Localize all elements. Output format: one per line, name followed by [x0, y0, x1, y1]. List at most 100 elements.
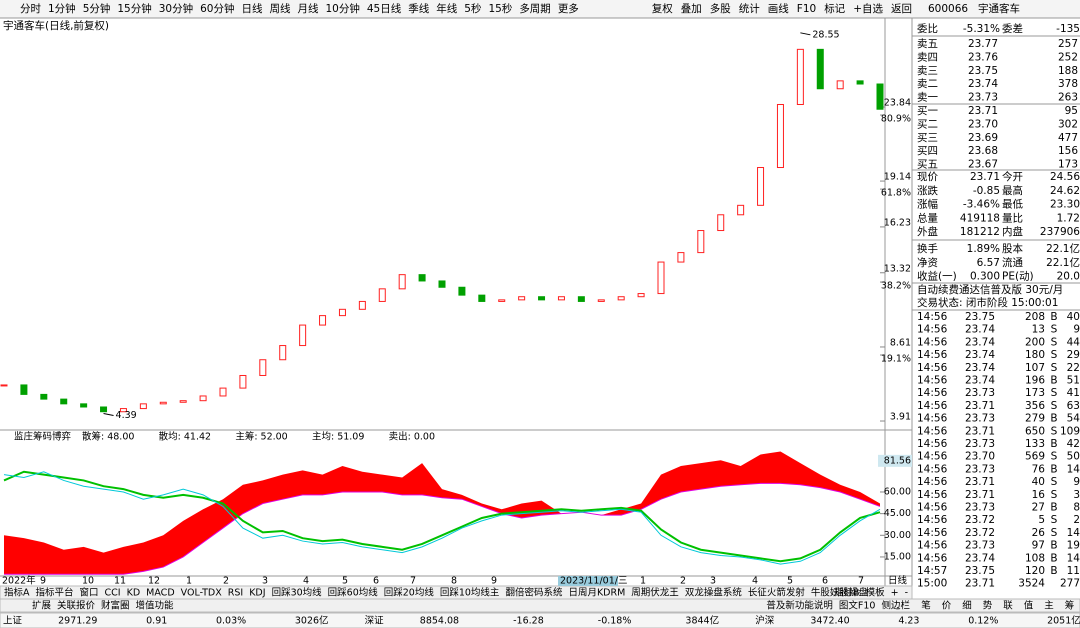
indicator-tab[interactable]: 日周月KDRM	[568, 588, 625, 599]
toolbar-button[interactable]: +自选	[853, 2, 883, 15]
x-tick-label: 4	[303, 576, 309, 587]
indicator-tab[interactable]: 牛股妖股操盘	[811, 587, 869, 599]
trade-count: 50	[1067, 451, 1080, 463]
candle	[119, 408, 127, 413]
trade-price: 23.73	[965, 463, 995, 475]
status-item: 0.91	[146, 616, 167, 627]
candle	[279, 345, 287, 361]
toolbar-button[interactable]: F10	[797, 3, 816, 15]
panel-tab[interactable]: 细	[962, 600, 972, 612]
indicator-tab[interactable]: MACD	[146, 588, 174, 599]
toolbar-button[interactable]: 月线	[298, 2, 319, 15]
toolbar-button[interactable]: 多周期	[519, 2, 551, 15]
indicator-tab[interactable]: 回踩20均线	[384, 587, 435, 599]
panel-tab[interactable]: 联	[1003, 601, 1013, 612]
panel-tab[interactable]: 价	[942, 601, 952, 612]
book-volume: 378	[1058, 78, 1078, 90]
toolbar-button[interactable]: 标记	[824, 3, 845, 15]
trade-count: 9	[1073, 476, 1080, 488]
legend-item[interactable]: 卖出: 0.00	[389, 431, 435, 443]
panel-tab[interactable]: 主	[1044, 600, 1054, 612]
indicator-tab[interactable]: -	[905, 588, 908, 599]
toolbar-button[interactable]: 返回	[891, 3, 912, 15]
legend-item[interactable]: 散筹: 48.00	[82, 431, 134, 443]
quote-label: 现价	[917, 171, 938, 183]
indicator-tab[interactable]: VOL-TDX	[181, 588, 223, 599]
extra-tab[interactable]: 财富圈	[101, 600, 130, 612]
indicator-tab[interactable]: 长征火箭发射	[748, 587, 806, 599]
toolbar-button[interactable]: 15分钟	[117, 2, 151, 15]
legend-item[interactable]: 散均: 41.42	[159, 431, 211, 443]
indicator-tab[interactable]: 翻倍密码系统	[505, 587, 563, 599]
panel-tab[interactable]: 值	[1024, 600, 1034, 612]
toolbar-button[interactable]: 日线	[242, 2, 263, 15]
x-tick-label: 11	[114, 576, 126, 587]
toolbar-button[interactable]: 60分钟	[200, 2, 234, 15]
extra-tab[interactable]: 图文F10	[839, 600, 876, 612]
book-label: 卖三	[917, 65, 938, 77]
indicator-tab[interactable]: 周期伏龙王	[631, 587, 679, 599]
indicator-tab[interactable]: CCI	[105, 588, 121, 599]
indicator-tab[interactable]: KD	[127, 588, 141, 599]
x-tick-label: 2023/11/01/三	[560, 576, 627, 587]
indicator-tab[interactable]: 模板	[866, 587, 886, 599]
toolbar-button[interactable]: 更多	[558, 2, 579, 15]
toolbar-button[interactable]: 45日线	[367, 2, 402, 15]
book-price: 23.73	[968, 92, 998, 104]
toolbar-button[interactable]: 10分钟	[326, 2, 360, 15]
indicator-tab[interactable]: KDJ	[249, 588, 265, 599]
candle	[80, 403, 88, 408]
toolbar-button[interactable]: 1分钟	[48, 2, 76, 15]
trade-volume: 40	[1032, 476, 1045, 488]
y-tick-label: 13.32	[884, 263, 911, 274]
toolbar-button[interactable]: 30分钟	[159, 2, 193, 15]
toolbar-button[interactable]: 统计	[739, 2, 760, 15]
toolbar-button[interactable]: 复权	[652, 2, 673, 15]
indicator-tab[interactable]: 指标平台	[36, 587, 74, 599]
panel-tab[interactable]: 笔	[921, 600, 931, 612]
toolbar-button[interactable]: 画线	[768, 2, 789, 15]
extra-tab[interactable]: 增值功能	[136, 600, 175, 612]
indicator-tab[interactable]: 双龙操盘系统	[685, 587, 743, 599]
indicator-tab[interactable]: 指标A	[4, 587, 30, 599]
toolbar-button[interactable]: 多股	[710, 2, 731, 15]
indicator-tab[interactable]: 指标B	[834, 587, 860, 599]
toolbar-button[interactable]: 15秒	[488, 2, 512, 15]
candle	[518, 296, 526, 301]
quote-value: -135	[1056, 23, 1080, 35]
candle	[796, 48, 804, 105]
toolbar-button[interactable]: 季线	[408, 2, 429, 15]
candle	[418, 274, 426, 282]
toolbar-button[interactable]: 5秒	[464, 2, 482, 15]
toolbar-button[interactable]: 5分钟	[83, 2, 111, 15]
trade-side: S	[1051, 387, 1058, 399]
toolbar-button[interactable]: 分时	[20, 3, 41, 15]
extra-tab[interactable]: 普及新功能说明	[766, 600, 833, 612]
legend-item[interactable]: 主均: 51.09	[312, 431, 364, 443]
trade-time: 14:56	[917, 311, 948, 323]
trade-volume: 133	[1025, 438, 1045, 450]
book-volume: 156	[1058, 145, 1078, 157]
candle	[856, 80, 864, 85]
trade-time: 14:56	[917, 463, 948, 475]
trade-time: 14:56	[917, 438, 948, 450]
indicator-tab[interactable]: 回踩30均线	[272, 587, 323, 599]
toolbar-button[interactable]: 叠加	[681, 3, 702, 15]
extra-tab[interactable]: 侧边栏	[881, 600, 910, 612]
toolbar-button[interactable]: 年线	[436, 2, 457, 15]
indicator-tab[interactable]: 回踩60均线	[328, 587, 379, 599]
indicator-tab[interactable]: 回踩10均线主	[440, 587, 500, 599]
extra-tab[interactable]: 扩展	[32, 600, 52, 612]
indicator-tab[interactable]: +	[891, 588, 899, 599]
panel-tab[interactable]: 势	[983, 600, 993, 612]
indicator-tab[interactable]: RSI	[228, 588, 243, 599]
ad-text[interactable]: 自动续费通达信普及版 30元/月	[917, 283, 1063, 296]
toolbar-button[interactable]: 周线	[270, 2, 291, 15]
indicator-tab[interactable]: 窗口	[80, 587, 99, 599]
candle	[557, 296, 565, 301]
quote-label: 今开	[1002, 170, 1023, 183]
legend-item[interactable]: 主筹: 52.00	[235, 431, 287, 443]
candle	[319, 315, 327, 326]
panel-tab[interactable]: 筹	[1065, 600, 1075, 612]
extra-tab[interactable]: 关联报价	[57, 600, 96, 612]
